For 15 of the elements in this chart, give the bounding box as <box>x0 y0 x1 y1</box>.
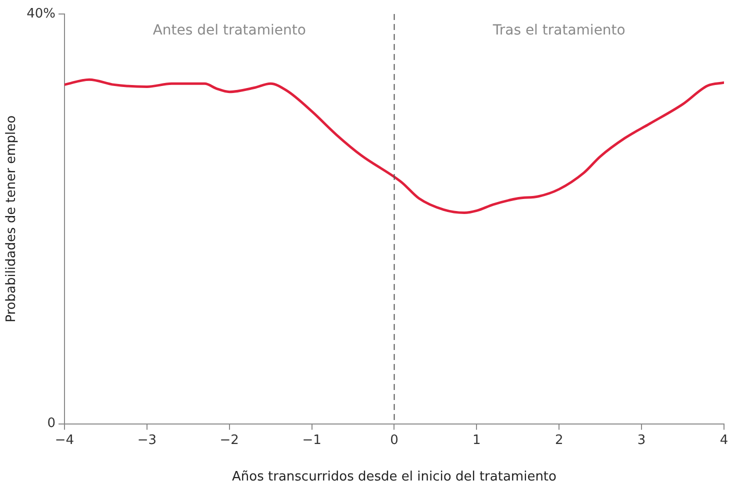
annotation: Tras el tratamiento <box>492 22 626 39</box>
x-tick-label: −3 <box>137 432 157 448</box>
y-tick-label: 40% <box>26 6 56 22</box>
y-axis-title: Probabilidades de tener empleo <box>4 115 20 322</box>
x-tick-label: −2 <box>220 432 239 448</box>
x-tick-label: 0 <box>390 432 398 448</box>
x-tick-label: 1 <box>472 432 481 448</box>
annotation: Antes del tratamiento <box>152 22 306 39</box>
x-tick-label: 4 <box>720 432 728 448</box>
x-tick-label: −4 <box>54 432 74 448</box>
line-series <box>64 78 724 214</box>
x-tick-label: 3 <box>637 432 646 448</box>
x-tick-label: −1 <box>302 432 322 448</box>
x-axis-title: Años transcurridos desde el inicio del tratamiento <box>232 470 557 485</box>
x-tick-label: 2 <box>554 432 564 448</box>
